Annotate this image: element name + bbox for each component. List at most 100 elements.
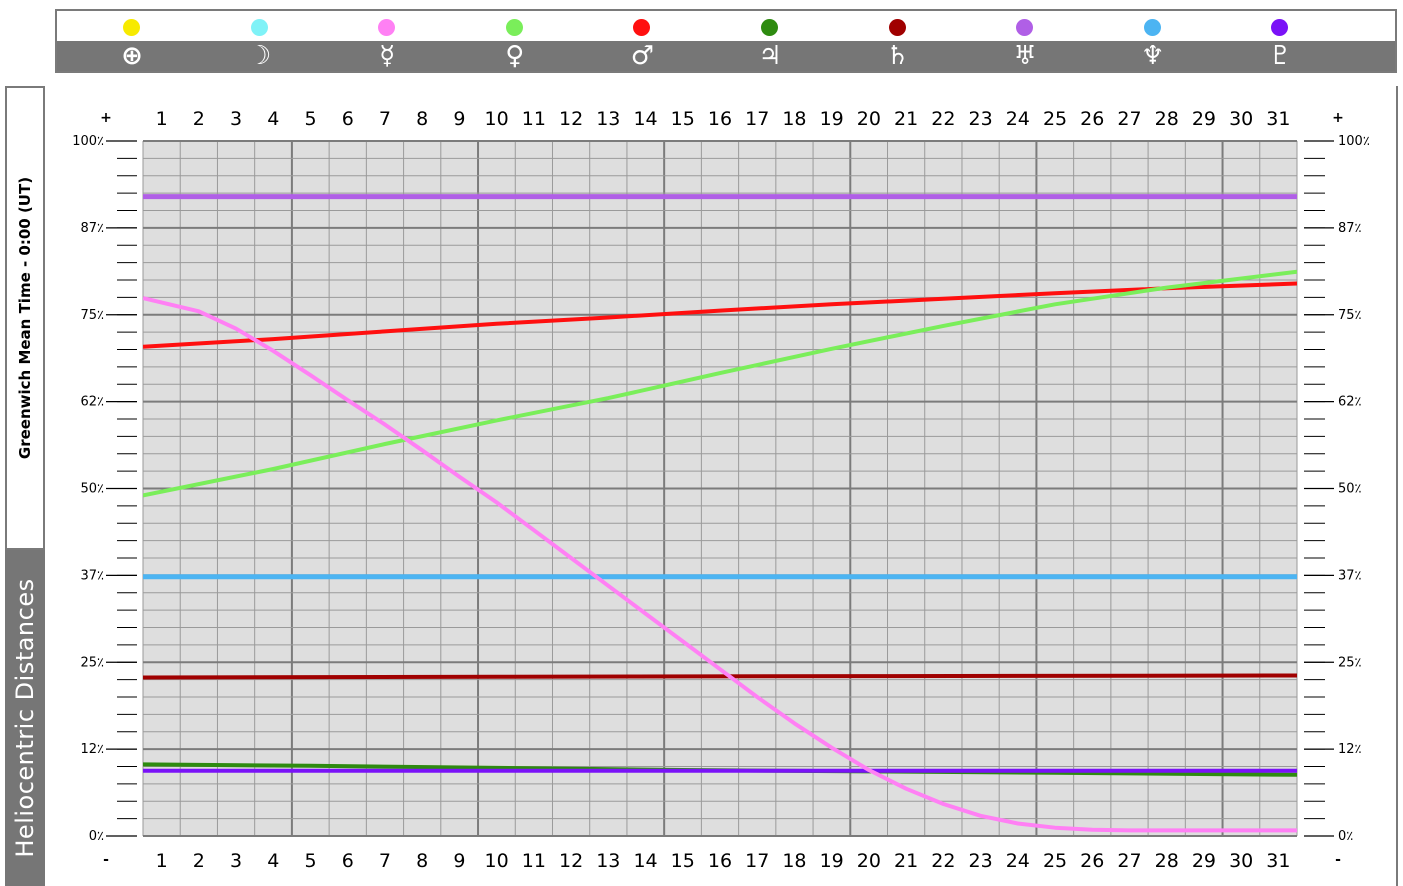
x-tick-label-top: 15 [671,108,695,130]
series-line-saturn [143,673,1297,680]
x-tick-label-top: 31 [1266,108,1290,130]
x-tick-label-bottom: 22 [931,850,955,872]
x-tick-label-top: 18 [782,108,806,130]
x-tick-label-bottom: 15 [671,850,695,872]
y-tick-label-right: 0٪ [1338,829,1353,844]
y-tick-label-left: 100٪ [72,134,104,149]
y-tick-label-right: 100٪ [1338,134,1370,149]
x-tick-label-bottom: 7 [379,850,391,872]
x-tick-label-top: 23 [968,108,992,130]
series-line-mercury [143,296,1297,833]
legend-color-dot [123,19,140,36]
y-tick-label-left: 50٪ [80,482,104,497]
y-tick-label-right: 25٪ [1338,655,1362,670]
y-tick-label-left: 12٪ [80,742,104,757]
legend-color-dot [1143,19,1161,36]
legend-color-dot [505,19,523,36]
x-tick-label-bottom: 6 [342,850,354,872]
legend-item: ⊕ [112,11,152,71]
corner-label-bottom-right: - [1335,852,1341,868]
y-tick-label-right: 12٪ [1338,742,1362,757]
x-tick-label-top: 29 [1192,108,1216,130]
x-tick-label-top: 20 [857,108,881,130]
x-tick-label-top: 28 [1155,108,1179,130]
x-tick-label-bottom: 5 [304,850,316,872]
neptune-icon: ♆ [1141,41,1165,71]
legend-color-dot [1016,19,1034,36]
y-tick-label-right: 50٪ [1338,482,1362,497]
series-line-venus [143,269,1297,498]
x-tick-label-top: 8 [416,108,428,130]
venus-icon: ♀ [505,41,525,71]
chart-title-panel: Heliocentric Distances [5,550,45,886]
legend-color-dot [633,19,651,36]
y-tick-label-right: 87٪ [1338,221,1362,236]
y-tick-label-left: 75٪ [80,308,104,323]
moon-icon: ☽ [247,41,272,71]
x-tick-label-bottom: 30 [1229,850,1253,872]
y-tick-label-left: 37٪ [80,568,104,583]
x-tick-label-top: 24 [1006,108,1030,130]
y-tick-label-left: 25٪ [80,655,104,670]
x-tick-label-top: 2 [193,108,205,130]
x-tick-label-top: 4 [267,108,279,130]
x-tick-label-top: 30 [1229,108,1253,130]
saturn-icon: ♄ [885,41,910,71]
y-tick-label-left: 87٪ [80,221,104,236]
x-tick-label-bottom: 10 [485,850,509,872]
x-tick-label-top: 25 [1043,108,1067,130]
series-line-mars [143,281,1297,349]
x-tick-label-top: 6 [342,108,354,130]
x-tick-label-bottom: 11 [522,850,546,872]
x-tick-label-bottom: 16 [708,850,732,872]
corner-label-bottom-left: - [103,852,109,868]
x-tick-label-bottom: 18 [782,850,806,872]
legend-item: ♃ [750,11,790,71]
x-tick-label-bottom: 29 [1192,850,1216,872]
x-tick-label-top: 3 [230,108,242,130]
legend-item: ☽ [240,11,280,71]
x-tick-label-top: 13 [596,108,620,130]
legend-item: ♆ [1133,11,1173,71]
legend-item: ♇ [1260,11,1300,71]
y-tick-label-right: 37٪ [1338,568,1362,583]
legend-item: ♄ [878,11,918,71]
x-tick-label-bottom: 13 [596,850,620,872]
x-tick-label-top: 7 [379,108,391,130]
x-tick-label-top: 11 [522,108,546,130]
x-tick-label-top: 16 [708,108,732,130]
x-tick-label-bottom: 25 [1043,850,1067,872]
legend-color-dot [888,19,906,36]
x-tick-label-bottom: 27 [1117,850,1141,872]
x-tick-label-top: 1 [156,108,168,130]
legend-item: ♂ [622,11,662,71]
legend-item: ♅ [1005,11,1045,71]
x-tick-label-bottom: 21 [894,850,918,872]
x-tick-label-bottom: 20 [857,850,881,872]
x-tick-label-bottom: 19 [820,850,844,872]
x-tick-label-top: 10 [485,108,509,130]
planet-legend: ⊕ ☽ ☿ ♀ ♂ ♃ ♄ ♅ ♆ ♇ [55,9,1397,73]
y-tick-label-left: 62٪ [80,395,104,410]
x-tick-label-bottom: 2 [193,850,205,872]
x-tick-label-top: 19 [820,108,844,130]
x-tick-label-top: 21 [894,108,918,130]
x-tick-label-bottom: 26 [1080,850,1104,872]
legend-color-dot [761,19,778,36]
y-tick-label-right: 62٪ [1338,395,1362,410]
jupiter-icon: ♃ [758,41,782,71]
x-tick-label-top: 5 [304,108,316,130]
x-tick-label-bottom: 24 [1006,850,1030,872]
series-group [143,194,1297,833]
x-tick-label-bottom: 8 [416,850,428,872]
x-tick-label-top: 26 [1080,108,1104,130]
x-tick-label-bottom: 23 [968,850,992,872]
x-tick-label-top: 9 [453,108,465,130]
uranus-icon: ♅ [1013,41,1037,71]
x-tick-label-bottom: 28 [1155,850,1179,872]
legend-color-dot [378,19,396,36]
x-tick-label-bottom: 31 [1266,850,1290,872]
legend-color-dot [1271,19,1289,36]
x-tick-label-top: 12 [559,108,583,130]
x-tick-label-bottom: 14 [633,850,657,872]
